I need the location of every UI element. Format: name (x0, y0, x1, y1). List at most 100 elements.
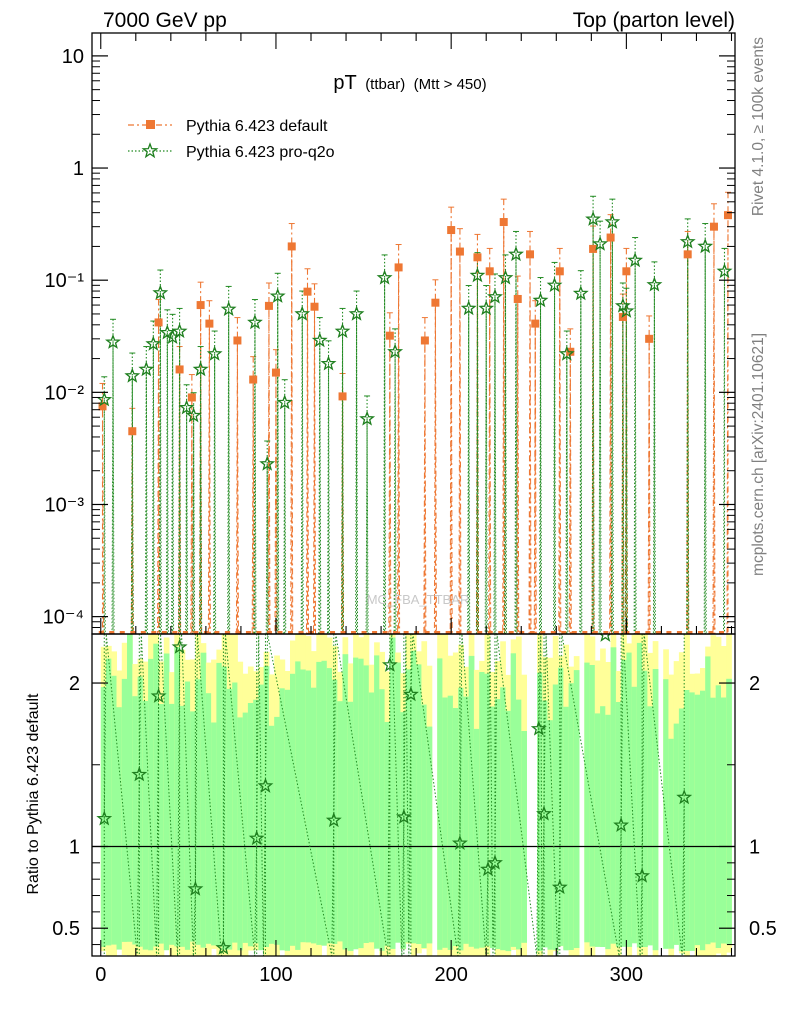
proq2o-marker (334, 322, 351, 339)
proq2o-connector (366, 277, 386, 634)
proq2o-connector (625, 260, 636, 634)
y-tick-label: 10⁻¹ (45, 270, 85, 292)
proq2o-marker (178, 399, 195, 415)
proq2o-marker (376, 269, 393, 285)
default-floor-marker (298, 631, 304, 634)
proq2o-connector (319, 340, 330, 634)
proq2o-marker (679, 233, 696, 249)
proq2o-marker (294, 305, 311, 321)
default-connector (102, 406, 133, 634)
ratio-connector (264, 634, 335, 956)
ratio-connector (333, 634, 391, 956)
band-green (668, 738, 675, 949)
proq2o-connector (145, 343, 154, 634)
proq2o-connector (476, 275, 487, 634)
ratio-connector (158, 634, 181, 956)
default-marker (271, 368, 280, 377)
proq2o-marker (497, 269, 514, 285)
proq2o-marker (558, 345, 575, 361)
band-green (358, 658, 364, 949)
default-floor-marker (645, 631, 651, 634)
default-marker (709, 222, 718, 231)
ratio-marker (131, 766, 148, 782)
band-green (148, 658, 154, 951)
band-green (232, 682, 238, 943)
proq2o-connector (468, 275, 478, 634)
header-left: 7000 GeV pp (103, 9, 227, 32)
x-tick-label: 100 (259, 964, 292, 986)
y-tick-label: 10⁻² (45, 382, 85, 404)
proq2o-connector (166, 332, 174, 634)
x-tick-label: 200 (434, 964, 467, 986)
proq2o-marker (697, 238, 714, 254)
band-green (510, 653, 517, 947)
proq2o-marker (592, 235, 609, 251)
default-floor-marker (140, 631, 146, 634)
default-connector (529, 254, 536, 634)
default-floor-marker (708, 631, 714, 634)
proq2o-connector (277, 296, 286, 634)
ratio-marker (402, 686, 419, 702)
default-connector (179, 369, 193, 634)
band-green (242, 712, 249, 943)
default-floor-marker (466, 631, 472, 634)
proq2o-marker (105, 333, 121, 349)
legend-label-default: Pythia 6.423 default (186, 118, 328, 135)
band-green (395, 662, 401, 943)
default-marker (485, 267, 494, 276)
proq2o-marker (572, 285, 589, 301)
default-marker (205, 319, 214, 328)
proq2o-marker (359, 410, 376, 426)
proq2o-connector (599, 222, 613, 634)
band-green (542, 700, 548, 948)
ratio-marker (530, 720, 547, 736)
proq2o-connector (580, 219, 594, 634)
proq2o-marker (185, 407, 202, 423)
proq2o-marker (348, 305, 365, 321)
default-connector (450, 230, 461, 634)
default-floor-marker (193, 631, 199, 634)
band-green (237, 717, 244, 951)
ratio-connector (103, 634, 140, 956)
legend-entry-default: Pythia 6.423 default (128, 118, 328, 135)
default-floor-marker (151, 631, 157, 634)
default-marker (447, 226, 456, 235)
proq2o-marker (604, 213, 621, 229)
title-cut: (Mtt > 450) (414, 76, 487, 93)
band-green (342, 654, 349, 950)
band-green (400, 712, 407, 949)
default-floor-marker (330, 631, 336, 634)
band-green (305, 670, 312, 943)
band-green (279, 688, 286, 951)
proq2o-marker (152, 284, 169, 300)
band-green (500, 687, 506, 951)
default-floor-marker (687, 631, 693, 634)
default-floor-marker (372, 631, 378, 634)
band-green (642, 670, 648, 947)
proq2o-marker (716, 262, 733, 279)
proq2o-connector (193, 369, 202, 634)
default-marker (249, 375, 258, 384)
band-green (584, 662, 590, 943)
band-green (384, 722, 391, 946)
band-green (573, 670, 580, 948)
band-green (694, 694, 701, 946)
default-marker (526, 250, 535, 259)
default-marker (187, 393, 196, 402)
default-connector (389, 267, 400, 634)
band-green (463, 696, 470, 944)
default-floor-marker (224, 631, 230, 634)
default-floor-marker (277, 631, 283, 634)
default-floor-marker (287, 631, 293, 634)
default-floor-marker (266, 631, 272, 634)
band-green (684, 690, 690, 951)
default-connector (592, 237, 612, 634)
ratio-connector (641, 634, 685, 956)
band-green (200, 652, 207, 948)
ratio-connector (179, 634, 196, 956)
default-marker (394, 263, 403, 272)
default-floor-marker (245, 631, 251, 634)
ratio-marker (487, 854, 503, 870)
default-marker (128, 427, 137, 436)
band-green (421, 704, 428, 948)
